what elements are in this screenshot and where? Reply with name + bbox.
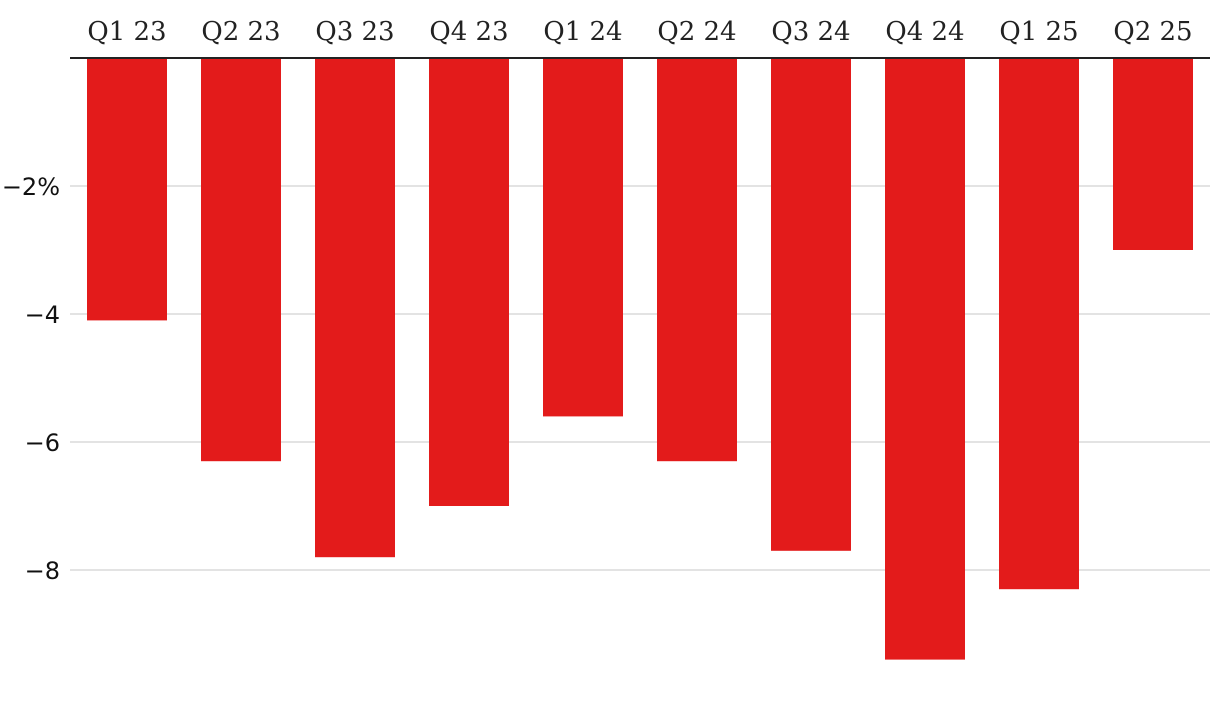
bar [657, 58, 737, 462]
bar [1113, 58, 1193, 250]
y-tick-label: −8 [25, 557, 60, 585]
bar [315, 58, 395, 558]
category-label: Q4 23 [429, 17, 508, 47]
category-label: Q1 24 [543, 17, 622, 47]
category-label: Q2 23 [201, 17, 280, 47]
bar [87, 58, 167, 321]
category-label: Q2 24 [657, 17, 736, 47]
category-label: Q2 25 [1113, 17, 1192, 47]
bar [543, 58, 623, 417]
bar [771, 58, 851, 551]
axes: −2% −4 −6 −8 Q1 23 Q2 23 Q3 23 Q4 23 Q1 24 Q2 24 Q… [2, 17, 1210, 585]
category-label: Q4 24 [885, 17, 964, 47]
category-label: Q3 23 [315, 17, 394, 47]
bar [429, 58, 509, 506]
bar [885, 58, 965, 660]
bar [201, 58, 281, 462]
bars [87, 58, 1193, 660]
bar [999, 58, 1079, 590]
y-tick-label: −6 [25, 429, 60, 457]
y-tick-label: −2% [2, 173, 60, 201]
category-label: Q1 23 [87, 17, 166, 47]
category-label: Q3 24 [771, 17, 850, 47]
y-tick-label: −4 [25, 301, 60, 329]
category-label: Q1 25 [999, 17, 1078, 47]
